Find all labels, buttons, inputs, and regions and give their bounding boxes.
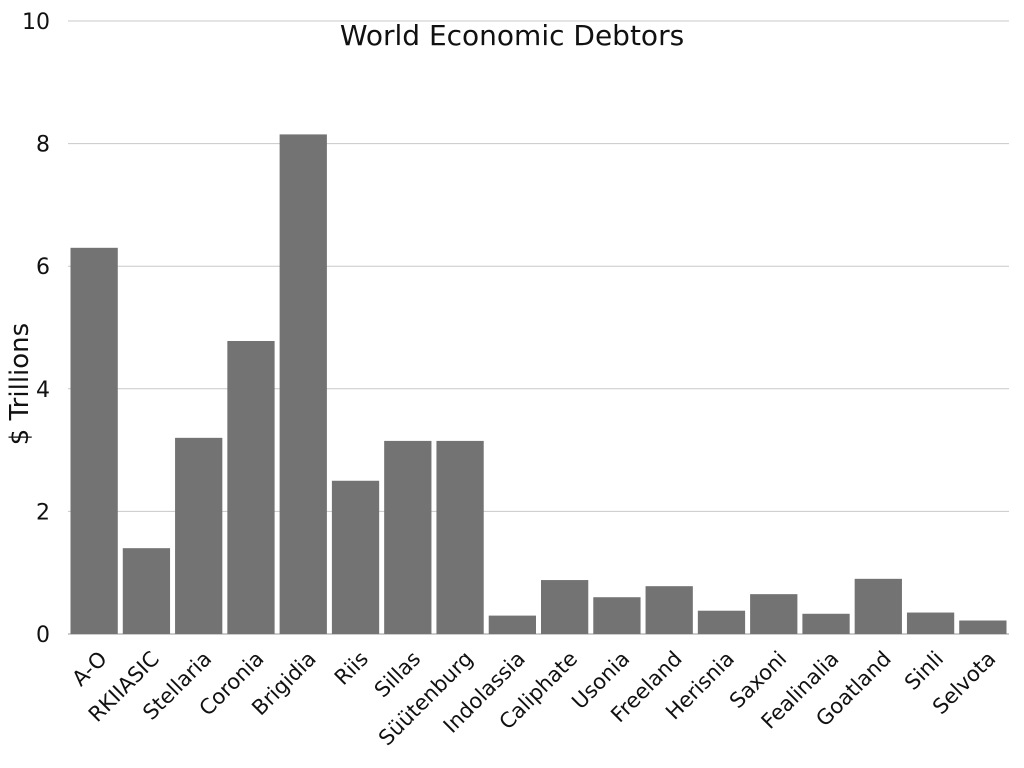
bar	[331, 480, 380, 634]
x-tick-label: Sinli	[900, 647, 948, 695]
y-tick-label: 6	[36, 255, 50, 280]
gridlines	[68, 20, 1009, 635]
bar	[227, 340, 275, 634]
bar	[959, 620, 1007, 634]
y-tick-label: 8	[36, 133, 50, 158]
y-tick-label: 10	[22, 10, 50, 35]
bars	[70, 134, 1007, 634]
bar	[593, 597, 641, 634]
bar	[279, 134, 327, 634]
y-tick-label: 2	[36, 500, 50, 525]
bar	[175, 437, 223, 634]
chart-title: World Economic Debtors	[340, 19, 684, 52]
bar	[906, 612, 955, 634]
bar	[70, 247, 118, 634]
y-axis-label: $ Trillions	[5, 323, 35, 445]
y-tick-label: 0	[36, 623, 50, 648]
bar	[384, 440, 432, 634]
bar	[122, 548, 171, 634]
bar	[488, 615, 536, 634]
x-tick-label: Riis	[330, 647, 373, 690]
bar	[802, 613, 850, 634]
x-tick-label: A-O	[67, 647, 111, 691]
bar	[645, 586, 693, 634]
y-tick-label: 4	[36, 378, 50, 403]
bar	[697, 610, 746, 634]
bar	[854, 578, 902, 634]
bar	[436, 440, 484, 634]
y-tick-labels: 0 2 4 6 8 10	[22, 10, 50, 648]
bar	[750, 594, 798, 634]
bar	[541, 580, 589, 634]
